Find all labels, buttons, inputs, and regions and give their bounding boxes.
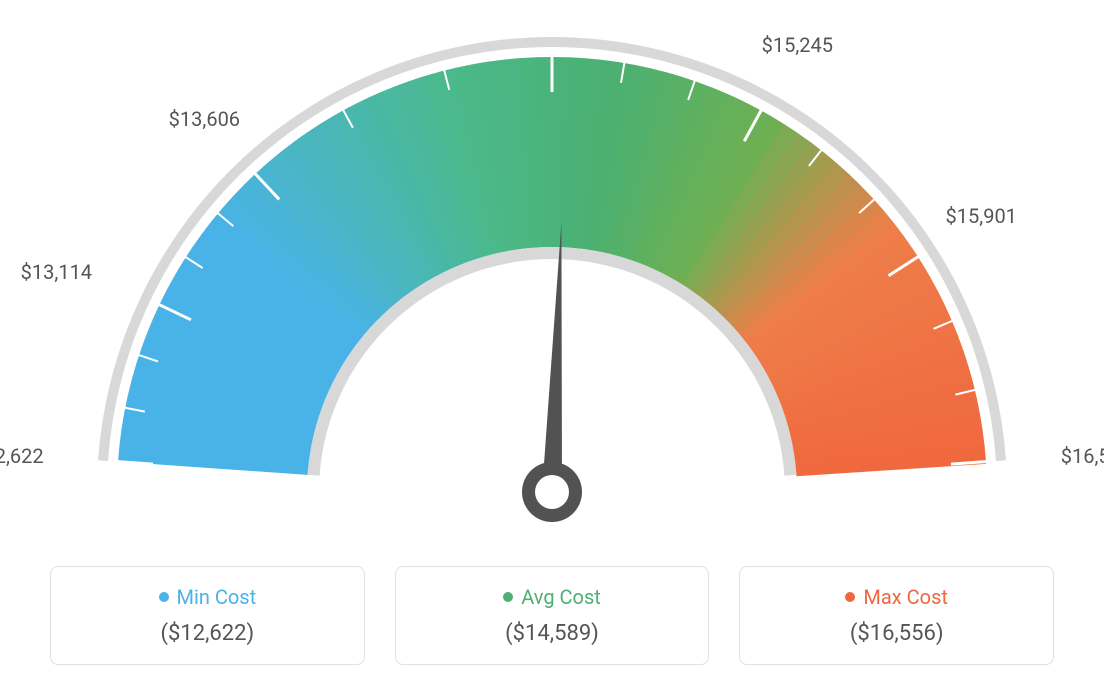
legend-value-avg: ($14,589) [406,621,699,646]
legend-label-min: Min Cost [177,585,257,609]
gauge-tick-label: $13,606 [169,107,240,131]
dot-icon-max [845,592,855,602]
legend-card-max: Max Cost ($16,556) [739,566,1054,665]
gauge-tick-label: $15,245 [762,33,833,57]
legend-label-avg: Avg Cost [521,585,601,609]
legend-value-max: ($16,556) [750,621,1043,646]
legend-title-avg: Avg Cost [406,585,699,609]
legend-card-min: Min Cost ($12,622) [50,566,365,665]
legend-row: Min Cost ($12,622) Avg Cost ($14,589) Ma… [50,566,1054,665]
legend-card-avg: Avg Cost ($14,589) [395,566,710,665]
cost-gauge-chart: $12,622$13,114$13,606$14,589$15,245$15,9… [0,0,1104,690]
legend-label-max: Max Cost [863,585,948,609]
gauge-area: $12,622$13,114$13,606$14,589$15,245$15,9… [0,0,1104,555]
dot-icon-min [159,592,169,602]
gauge-tick-label: $13,114 [21,260,92,284]
gauge-svg [0,0,1104,555]
legend-value-min: ($12,622) [61,621,354,646]
legend-title-max: Max Cost [750,585,1043,609]
dot-icon-avg [503,592,513,602]
gauge-tick-label: $16,556 [1061,444,1104,468]
legend-title-min: Min Cost [61,585,354,609]
gauge-tick-label: $12,622 [0,444,44,468]
gauge-tick-label: $15,901 [946,204,1017,228]
